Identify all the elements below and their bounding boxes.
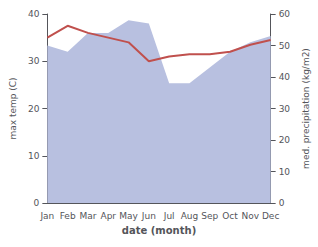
svg-text:Apr: Apr (100, 211, 116, 221)
svg-text:Aug: Aug (181, 211, 199, 221)
svg-text:Jan: Jan (39, 211, 54, 221)
svg-text:0: 0 (34, 198, 40, 208)
svg-text:10: 10 (279, 167, 291, 177)
svg-text:med. precipitation (kg/m2): med. precipitation (kg/m2) (301, 48, 311, 169)
svg-text:Jul: Jul (163, 211, 175, 221)
svg-text:Dec: Dec (262, 211, 279, 221)
svg-text:Jun: Jun (141, 211, 156, 221)
svg-text:30: 30 (279, 104, 291, 114)
svg-text:50: 50 (279, 41, 291, 51)
svg-text:May: May (119, 211, 138, 221)
svg-text:40: 40 (28, 9, 40, 19)
svg-text:max temp (C): max temp (C) (8, 77, 18, 139)
svg-text:Mar: Mar (79, 211, 96, 221)
svg-text:0: 0 (279, 198, 285, 208)
svg-text:10: 10 (28, 151, 40, 161)
svg-text:60: 60 (279, 9, 291, 19)
svg-text:30: 30 (28, 56, 40, 66)
svg-text:20: 20 (279, 135, 291, 145)
svg-text:date (month): date (month) (122, 225, 196, 236)
svg-text:20: 20 (28, 104, 40, 114)
svg-text:40: 40 (279, 72, 291, 82)
svg-text:Oct: Oct (222, 211, 238, 221)
svg-text:Nov: Nov (242, 211, 260, 221)
svg-text:Feb: Feb (60, 211, 76, 221)
svg-text:Sep: Sep (201, 211, 218, 221)
